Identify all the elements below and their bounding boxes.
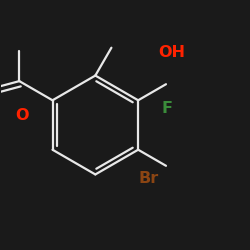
Text: O: O xyxy=(16,108,29,122)
Text: Br: Br xyxy=(138,171,159,186)
Text: F: F xyxy=(162,102,172,116)
Text: OH: OH xyxy=(158,44,186,60)
